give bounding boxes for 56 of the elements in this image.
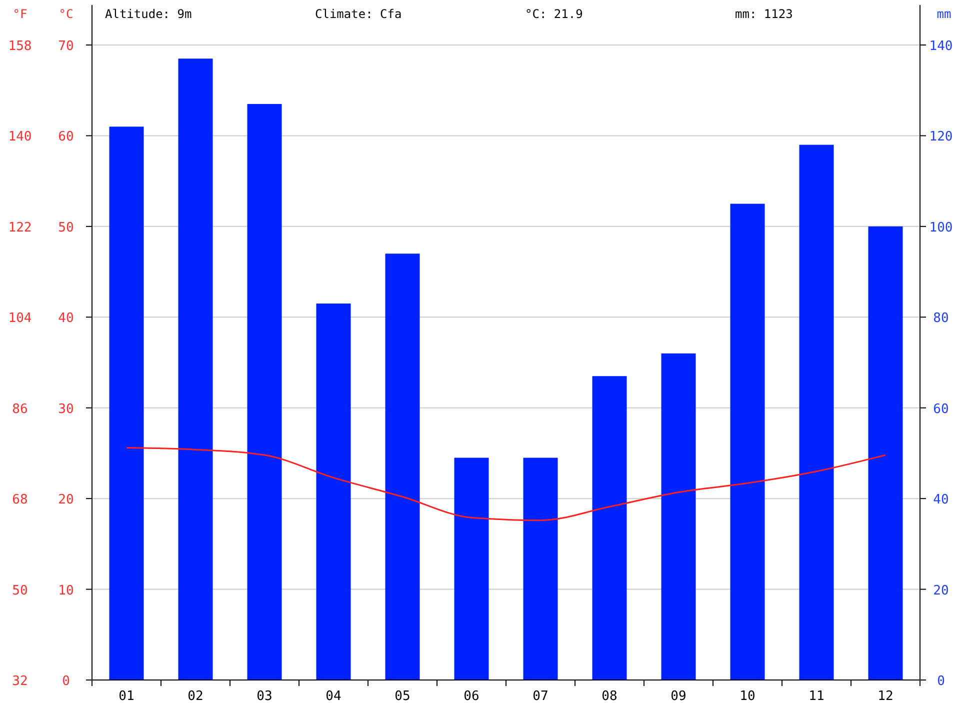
x-tick-label: 08: [602, 689, 618, 703]
y3-tick-label: 140: [8, 130, 32, 145]
y2-tick-label: 140: [929, 39, 953, 54]
x-tick-label: 05: [394, 689, 410, 703]
y3-tick-label: 68: [12, 492, 28, 508]
y-tick-label: 10: [58, 583, 74, 598]
line-series: [126, 447, 886, 522]
text: mm: 1123: [735, 7, 793, 21]
bar: [799, 144, 834, 680]
x-tick-label: 11: [808, 689, 824, 703]
text: Climate: Cfa: [315, 7, 402, 21]
x-tick-label: 09: [670, 689, 686, 703]
bar: [385, 254, 420, 680]
y2-tick-label: 0: [937, 674, 945, 689]
text: °C: 21.9: [525, 7, 583, 21]
y3-tick-label: 122: [8, 220, 32, 236]
bar: [661, 353, 696, 680]
y3-tick-label: 32: [12, 674, 28, 689]
x-tick-label: 10: [740, 689, 756, 703]
bar: [730, 204, 765, 680]
y-tick-label: 60: [58, 130, 74, 145]
x-tick-label: 04: [326, 689, 342, 703]
text: Altitude: 9m: [105, 7, 192, 21]
x-tick-label: 02: [188, 689, 204, 703]
y-tick-label: 30: [58, 402, 74, 417]
bar: [247, 104, 282, 680]
x-tick-label: 03: [256, 689, 272, 703]
x-tick-label: 01: [118, 689, 134, 703]
y-tick-label: 0: [62, 674, 70, 689]
y-tick-label: 20: [58, 492, 74, 508]
y3-tick-label: 158: [8, 39, 32, 54]
y-tick-label: 40: [58, 311, 74, 326]
y2-tick-label: 20: [933, 583, 949, 598]
y3-tick-label: 86: [12, 402, 28, 417]
y-tick-label: 50: [58, 220, 74, 236]
y2-tick-label: 100: [929, 220, 953, 236]
bar: [109, 126, 144, 680]
x-tick-label: 07: [532, 689, 548, 703]
bar: [454, 458, 489, 680]
y3-tick-label: 104: [8, 311, 32, 326]
x-tick-label: 12: [878, 689, 894, 703]
bar: [868, 226, 903, 680]
y2-tick-label: 60: [933, 402, 949, 417]
bar: [178, 58, 213, 680]
y2-axis-title: mm: [936, 7, 952, 21]
y2-tick-label: 120: [929, 130, 953, 145]
y2-tick-label: 40: [933, 492, 949, 508]
y-tick-label: 70: [58, 39, 74, 54]
bar: [592, 376, 627, 680]
y-axis-title: °C: [58, 7, 74, 21]
y3-tick-label: 50: [12, 583, 28, 598]
y3-axis-title: °F: [12, 7, 28, 21]
bar: [523, 458, 558, 680]
bar: [316, 304, 351, 680]
y2-tick-label: 80: [933, 311, 949, 326]
x-tick-label: 06: [464, 689, 480, 703]
